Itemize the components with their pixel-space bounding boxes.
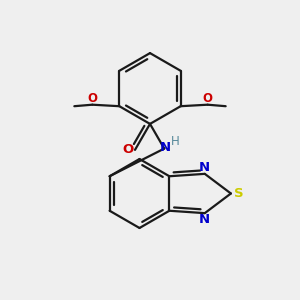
Text: O: O (87, 92, 97, 105)
Text: N: N (199, 161, 210, 174)
Text: O: O (123, 143, 134, 156)
Text: H: H (171, 135, 180, 148)
Text: O: O (203, 92, 213, 105)
Text: N: N (199, 213, 210, 226)
Text: N: N (160, 141, 171, 154)
Text: S: S (234, 187, 243, 200)
